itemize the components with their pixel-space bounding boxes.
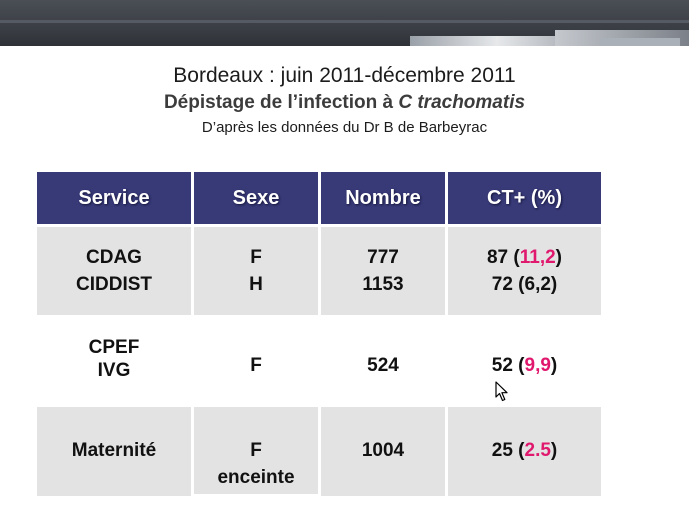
slide-source: D’après les données du Dr B de Barbeyrac (201, 119, 488, 136)
cell-line: 1004 (361, 440, 405, 461)
slide-top-banner (0, 0, 689, 46)
header-service: Service (37, 172, 191, 224)
cell-sexe: F (194, 318, 318, 408)
cell-service: CPEF IVG (37, 318, 191, 410)
cell-nombre: 1004 (321, 407, 445, 496)
ct-close: ) (555, 247, 562, 268)
cell-line: 777 (367, 247, 399, 268)
header-sexe: Sexe (194, 172, 318, 224)
cell-line: H (249, 274, 263, 295)
cell-ct-positive: 25 (2.5) (448, 407, 601, 496)
cell-line: F (250, 354, 262, 376)
ct-count: 72 ( (491, 274, 525, 295)
cell-line: CIDDIST (76, 274, 152, 295)
mouse-pointer-icon (495, 381, 508, 402)
cell-service: CDAG CIDDIST (37, 227, 191, 315)
cell-line: CPEF (88, 337, 140, 358)
cell-service: Maternité (37, 407, 191, 496)
cell-line: F (250, 247, 262, 268)
ct-count: 87 ( (486, 247, 520, 268)
ct-close: ) (550, 274, 558, 295)
cell-line: 52 (9,9) (492, 352, 558, 379)
ct-percent: 2.5 (524, 440, 551, 461)
ct-count: 52 ( (491, 354, 525, 376)
ct-close: ) (550, 354, 558, 376)
cell-ct-positive: 87 (11,2) 72 (6,2) (448, 227, 601, 315)
ct-count: 25 ( (491, 440, 525, 461)
cell-line: Maternité (71, 440, 157, 461)
cell-line: 25 (2.5) (492, 437, 558, 464)
subtitle-species: C trachomatis (398, 92, 526, 113)
ct-close: ) (550, 440, 558, 461)
banner-stripe (0, 20, 689, 23)
ct-percent: 11,2 (519, 247, 556, 268)
cell-line: 1153 (362, 274, 404, 295)
subtitle-prefix: Dépistage de l’infection à (163, 92, 399, 113)
screening-table: Service Sexe Nombre CT+ (%) CDAG CIDDIST F… (37, 172, 601, 496)
cell-line: 524 (367, 354, 399, 376)
banner-stripe (600, 38, 680, 46)
banner-stripe (410, 36, 555, 46)
cell-line: F (250, 440, 262, 461)
cell-line: 72 (6,2) (492, 271, 558, 298)
slide-subtitle: Dépistage de l’infection à C trachomatis (0, 92, 689, 114)
cell-line: enceinte (217, 467, 295, 488)
cell-line: 87 (11,2) (487, 244, 562, 271)
ct-percent: 9,9 (524, 354, 551, 376)
slide-title: Bordeaux : juin 2011-décembre 2011 (173, 64, 516, 87)
cell-line: CDAG (86, 247, 142, 268)
header-ct-positive: CT+ (%) (448, 172, 601, 224)
header-nombre: Nombre (321, 172, 445, 224)
cell-nombre: 777 1153 (321, 227, 445, 315)
cell-nombre: 524 (321, 318, 445, 408)
ct-percent: 6,2 (524, 274, 551, 295)
cell-line: IVG (97, 360, 131, 381)
cell-ct-positive: 52 (9,9) (448, 318, 601, 408)
